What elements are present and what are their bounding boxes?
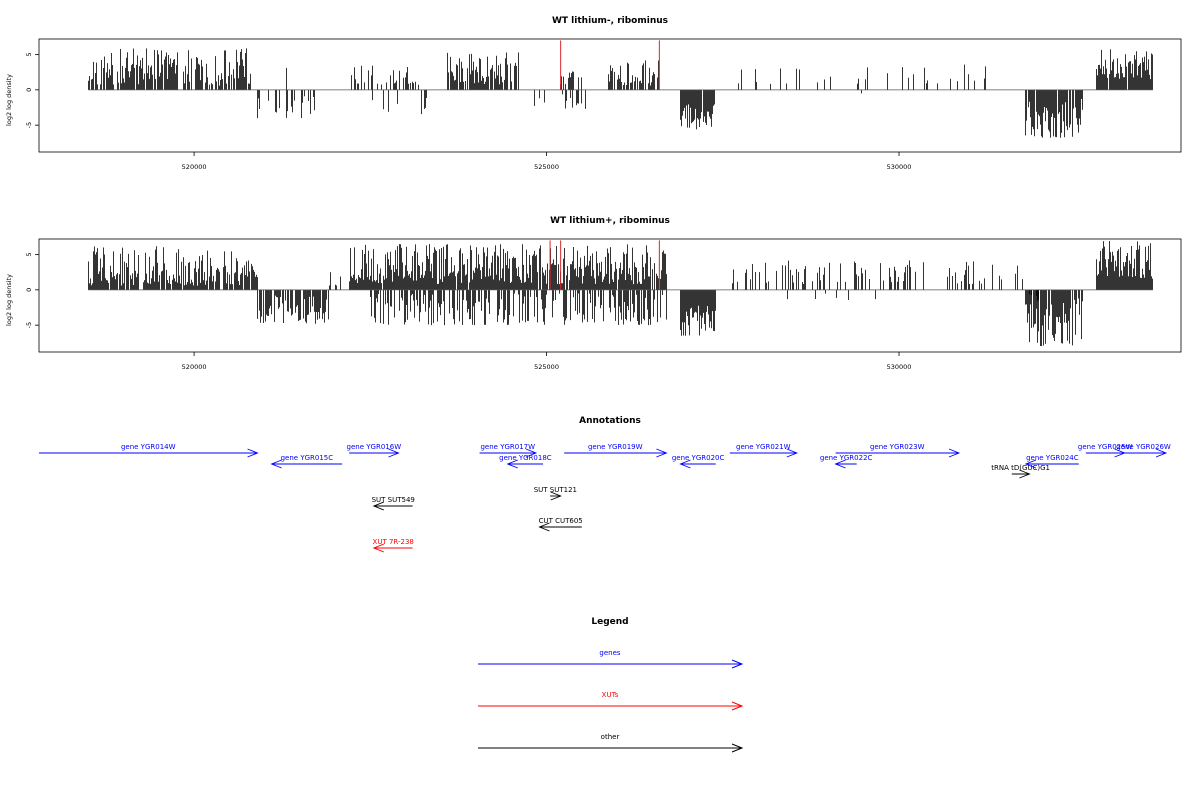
feature-arrowhead — [525, 448, 538, 458]
plot-frame — [38, 38, 1182, 153]
feature: CUT CUT605 — [538, 517, 583, 532]
legend-items: genes XUTs other — [478, 649, 744, 753]
legend-title: Legend — [591, 617, 628, 627]
legend: Legend genes XUTs other — [478, 617, 744, 753]
feature-arrowhead — [834, 459, 846, 469]
feature-arrowhead — [786, 448, 799, 458]
x-tick-label: 525000 — [534, 363, 559, 371]
feature-label: gene YGR023W — [870, 443, 925, 451]
feature-label: gene YGR022C — [820, 454, 873, 462]
feature-label: gene YGR024C — [1026, 454, 1079, 462]
feature-arrowhead — [372, 501, 385, 511]
legend-arrowhead — [731, 701, 744, 711]
annotations-title: Annotations — [579, 416, 641, 426]
feature-label: gene YGR026W — [1116, 443, 1171, 451]
feature-label: gene YGR015C — [281, 454, 334, 462]
feature-label: gene YGR025W — [1078, 443, 1133, 451]
x-tick-label: 520000 — [182, 163, 207, 171]
feature-arrowhead — [372, 543, 385, 553]
x-axis: 520000 525000 530000 — [182, 152, 912, 171]
bar-layer — [88, 241, 1153, 347]
y-tick-label: -5 — [25, 322, 33, 328]
panel-wt-lithium-minus: WT lithium-, ribominus log2 log density … — [5, 16, 1182, 171]
legend-item: other — [478, 733, 744, 753]
feature: gene YGR020C — [672, 454, 725, 469]
feature-arrowhead — [1024, 459, 1037, 469]
feature: gene YGR015C — [270, 454, 343, 469]
feature-label: gene YGR019W — [588, 443, 643, 451]
x-tick-label: 520000 — [182, 363, 207, 371]
legend-label: other — [601, 733, 620, 741]
feature-label: tRNA tD(GUC)G1 — [991, 464, 1050, 472]
feature-arrowhead — [550, 491, 562, 501]
plot-frame — [38, 238, 1182, 353]
legend-arrowhead — [731, 743, 744, 753]
panel-title: WT lithium+, ribominus — [550, 216, 670, 226]
legend-item: XUTs — [478, 691, 744, 711]
feature-arrowhead — [538, 522, 550, 532]
feature: gene YGR016W — [347, 443, 402, 458]
feature-arrowhead — [1155, 448, 1168, 458]
feature: tRNA tD(GUC)G1 — [991, 464, 1050, 479]
legend-label: genes — [599, 649, 620, 657]
legend-arrowhead — [731, 659, 744, 669]
y-tick-label: 0 — [25, 88, 33, 92]
x-tick-label: 530000 — [887, 163, 912, 171]
feature: SUT SUT121 — [534, 486, 577, 501]
feature-label: gene YGR016W — [347, 443, 402, 451]
y-tick-label: -5 — [25, 122, 33, 128]
panel-wt-lithium-plus: WT lithium+, ribominus log2 log density … — [5, 216, 1182, 371]
feature-label: gene YGR018C — [499, 454, 552, 462]
legend-item: genes — [478, 649, 744, 669]
y-tick-label: 5 — [25, 52, 33, 56]
feature: gene YGR022C — [820, 454, 873, 469]
y-tick-label: 5 — [25, 252, 33, 256]
feature-label: gene YGR014W — [121, 443, 176, 451]
feature: gene YGR017W — [479, 443, 538, 458]
feature-label: gene YGR021W — [736, 443, 791, 451]
feature-arrowhead — [247, 448, 259, 458]
panel-title: WT lithium-, ribominus — [552, 16, 668, 26]
y-axis-label: log2 log density — [5, 274, 13, 326]
feature-label: CUT CUT605 — [539, 517, 583, 525]
y-axis: -5 0 5 — [25, 252, 39, 328]
feature: XUT 7R-238 — [372, 538, 414, 553]
feature-label: gene YGR020C — [672, 454, 725, 462]
feature-arrowhead — [679, 459, 691, 469]
feature: gene YGR026W — [1116, 443, 1171, 458]
y-axis-label: log2 log density — [5, 74, 13, 126]
feature: gene YGR024C — [1024, 454, 1079, 469]
feature: SUT SUT549 — [372, 496, 415, 511]
feature-arrowhead — [1019, 469, 1031, 479]
feature-arrowhead — [270, 459, 282, 469]
x-axis: 520000 525000 530000 — [182, 352, 912, 371]
marker-layer — [549, 240, 660, 290]
feature-arrowhead — [506, 459, 518, 469]
feature: gene YGR023W — [835, 443, 961, 458]
legend-label: XUTs — [602, 691, 619, 699]
feature-label: SUT SUT549 — [372, 496, 415, 504]
y-tick-label: 0 — [25, 288, 33, 292]
feature-layer: gene YGR014W gene YGR015C gene YGR016W gene… — [39, 443, 1171, 553]
feature: gene YGR014W — [39, 443, 259, 458]
feature: gene YGR018C — [499, 454, 552, 469]
feature-label: SUT SUT121 — [534, 486, 577, 494]
x-tick-label: 530000 — [887, 363, 912, 371]
feature: gene YGR019W — [564, 443, 668, 458]
feature: gene YGR021W — [729, 443, 799, 458]
feature-arrowhead — [388, 448, 400, 458]
x-tick-label: 525000 — [534, 163, 559, 171]
feature-arrowhead — [948, 448, 961, 458]
bar-layer — [88, 48, 1153, 138]
marker-layer — [560, 40, 660, 90]
feature-arrowhead — [656, 448, 668, 458]
feature-label: gene YGR017W — [480, 443, 535, 451]
feature-label: XUT 7R-238 — [373, 538, 414, 546]
y-axis: -5 0 5 — [25, 52, 39, 128]
